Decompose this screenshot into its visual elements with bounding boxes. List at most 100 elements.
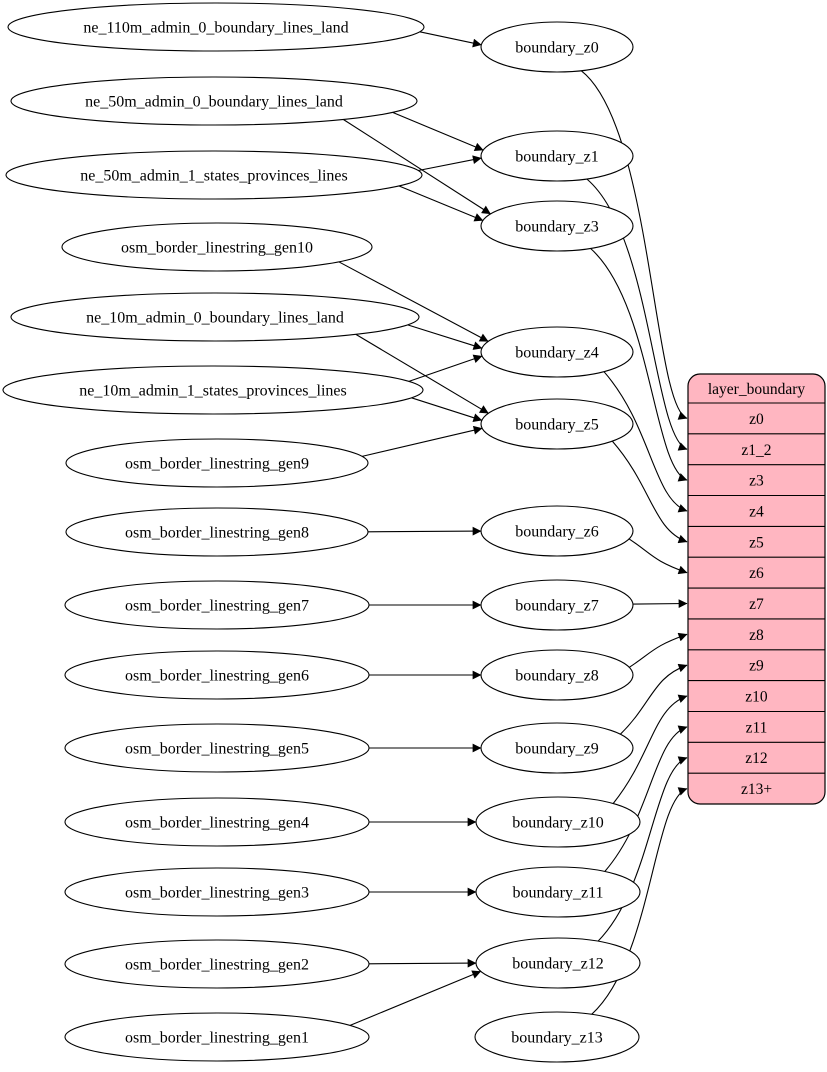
table-row-z3: z3 — [749, 473, 764, 490]
table-row-z13+: z13+ — [741, 781, 772, 798]
edge-boundary_z11--row-z11 — [604, 725, 688, 872]
edges-layer — [338, 31, 688, 1026]
edge-boundary_z13--row-z13+ — [591, 787, 688, 1015]
edge-ne_10m_admin_0_boundary_lines_land--boundary_z4 — [407, 324, 483, 350]
stage-node-label: boundary_z9 — [515, 741, 599, 758]
stage-node-label: boundary_z11 — [513, 885, 604, 902]
source-node-label: ne_50m_admin_1_states_provinces_lines — [80, 168, 348, 185]
edge-boundary_z5--row-z5 — [611, 440, 688, 544]
source-node-label: ne_10m_admin_1_states_provinces_lines — [79, 383, 347, 400]
stage-node-boundary_z4: boundary_z4 — [480, 326, 634, 378]
stage-node-label: boundary_z12 — [512, 956, 604, 973]
source-node-ne_50m_admin_1_states_provinces_lines: ne_50m_admin_1_states_provinces_lines — [5, 150, 423, 200]
stage-node-label: boundary_z3 — [515, 219, 599, 236]
ellipse-shape — [480, 579, 634, 631]
edge-ne_50m_admin_1_states_provinces_lines--boundary_z1 — [418, 155, 482, 172]
source-node-label: osm_border_linestring_gen2 — [125, 957, 309, 974]
ellipse-shape — [480, 130, 634, 182]
edge-ne_10m_admin_1_states_provinces_lines--boundary_z5 — [411, 397, 483, 422]
ellipse-shape — [480, 505, 634, 557]
edge-ne_10m_admin_1_states_provinces_lines--boundary_z4 — [408, 354, 483, 382]
edge-osm_border_linestring_gen2--boundary_z12 — [368, 958, 477, 968]
source-node-osm_border_linestring_gen6: osm_border_linestring_gen6 — [64, 650, 370, 700]
table-row-z10: z10 — [745, 689, 768, 706]
edge-boundary_z9--row-z9 — [620, 663, 688, 735]
stage-node-boundary_z5: boundary_z5 — [480, 398, 634, 450]
source-node-ne_10m_admin_1_states_provinces_lines: ne_10m_admin_1_states_provinces_lines — [2, 365, 424, 415]
source-node-label: osm_border_linestring_gen3 — [125, 885, 309, 902]
stage-node-label: boundary_z1 — [515, 149, 599, 166]
source-node-osm_border_linestring_gen7: osm_border_linestring_gen7 — [64, 580, 370, 630]
source-node-label: osm_border_linestring_gen5 — [125, 741, 309, 758]
table-node-layer_boundary: layer_boundary z0 z1_2 z3 z4 z5 z6 z7 z8 z9 z10 z11… — [687, 373, 826, 805]
source-node-label: osm_border_linestring_gen6 — [125, 668, 309, 685]
ellipse-shape — [480, 722, 634, 774]
source-node-osm_border_linestring_gen4: osm_border_linestring_gen4 — [64, 797, 370, 847]
edge-ne_50m_admin_0_boundary_lines_land--boundary_z3 — [343, 119, 491, 215]
ellipse-shape — [480, 21, 634, 73]
source-node-ne_10m_admin_0_boundary_lines_land: ne_10m_admin_0_boundary_lines_land — [10, 292, 420, 342]
table-row-z12: z12 — [745, 750, 767, 767]
edge-boundary_z6--row-z6 — [628, 538, 688, 575]
source-node-label: osm_border_linestring_gen1 — [125, 1030, 309, 1047]
source-node-label: ne_50m_admin_0_boundary_lines_land — [85, 94, 343, 111]
source-node-osm_border_linestring_gen2: osm_border_linestring_gen2 — [64, 939, 370, 989]
stage-node-boundary_z8: boundary_z8 — [480, 649, 634, 701]
ellipse-shape — [64, 580, 370, 630]
stage-node-boundary_z6: boundary_z6 — [480, 505, 634, 557]
ellipse-shape — [480, 326, 634, 378]
ellipse-shape — [64, 723, 370, 773]
table-row-z7: z7 — [749, 596, 764, 613]
source-node-label: ne_10m_admin_0_boundary_lines_land — [86, 310, 344, 327]
table-row-z9: z9 — [749, 658, 764, 675]
stage-node-boundary_z0: boundary_z0 — [480, 21, 634, 73]
source-node-label: osm_border_linestring_gen4 — [125, 815, 309, 832]
table-row-z0: z0 — [749, 411, 764, 428]
ellipse-shape — [475, 796, 641, 848]
ellipse-shape — [480, 398, 634, 450]
source-node-ne_110m_admin_0_boundary_lines_land: ne_110m_admin_0_boundary_lines_land — [7, 2, 425, 52]
source-node-label: osm_border_linestring_gen8 — [125, 525, 309, 542]
ellipse-shape — [64, 797, 370, 847]
ellipse-shape — [64, 939, 370, 989]
ellipse-shape — [2, 365, 424, 415]
stage-node-boundary_z13: boundary_z13 — [474, 1011, 640, 1063]
edge-boundary_z7--row-z7 — [632, 599, 688, 608]
table-row-z6: z6 — [749, 565, 764, 582]
ellipse-shape — [480, 200, 634, 252]
edge-osm_border_linestring_gen8--boundary_z6 — [367, 526, 482, 536]
source-node-label: osm_border_linestring_gen7 — [125, 598, 309, 615]
stage-node-label: boundary_z13 — [511, 1030, 603, 1047]
stage-node-label: boundary_z7 — [515, 598, 599, 615]
edge-boundary_z8--row-z8 — [628, 632, 688, 668]
edge-osm_border_linestring_gen9--boundary_z5 — [361, 425, 483, 457]
ellipse-shape — [64, 650, 370, 700]
table-row-z5: z5 — [749, 534, 764, 551]
stage-node-boundary_z11: boundary_z11 — [475, 866, 641, 918]
edge-ne_50m_admin_1_states_provinces_lines--boundary_z3 — [398, 185, 484, 222]
stage-node-label: boundary_z10 — [512, 815, 604, 832]
source-node-osm_border_linestring_gen8: osm_border_linestring_gen8 — [65, 507, 369, 557]
stage-node-boundary_z9: boundary_z9 — [480, 722, 634, 774]
source-node-osm_border_linestring_gen10: osm_border_linestring_gen10 — [61, 222, 373, 272]
ellipse-shape — [7, 2, 425, 52]
edge-osm_border_linestring_gen10--boundary_z4 — [338, 261, 489, 342]
table-background — [687, 373, 826, 805]
table-row-z1_2: z1_2 — [741, 442, 771, 459]
stage-node-boundary_z12: boundary_z12 — [475, 937, 641, 989]
ellipse-shape — [61, 222, 373, 272]
ellipse-shape — [65, 507, 369, 557]
edge-boundary_z3--row-z3 — [590, 247, 688, 482]
edge-boundary_z0--row-z0 — [580, 70, 688, 420]
source-node-ne_50m_admin_0_boundary_lines_land: ne_50m_admin_0_boundary_lines_land — [10, 76, 418, 126]
stage-node-label: boundary_z0 — [515, 40, 599, 57]
ellipse-shape — [474, 1011, 640, 1063]
ellipse-shape — [480, 649, 634, 701]
ellipse-shape — [475, 866, 641, 918]
source-node-osm_border_linestring_gen3: osm_border_linestring_gen3 — [64, 867, 370, 917]
ellipse-shape — [10, 292, 420, 342]
table-title: layer_boundary — [708, 381, 806, 398]
stage-node-boundary_z3: boundary_z3 — [480, 200, 634, 252]
source-node-label: ne_110m_admin_0_boundary_lines_land — [83, 20, 348, 37]
